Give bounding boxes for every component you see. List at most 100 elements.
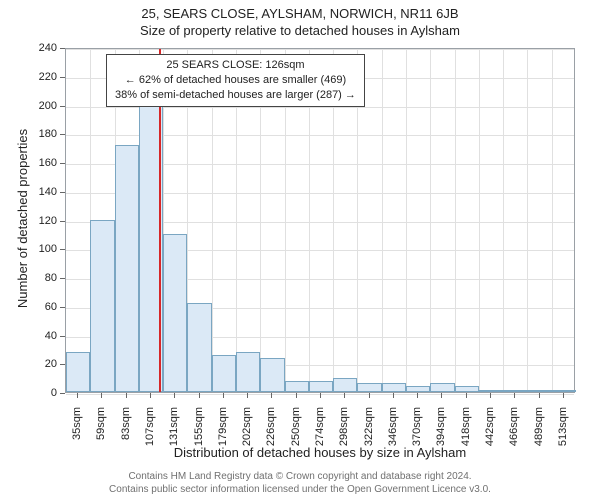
ytick-mark bbox=[60, 192, 65, 193]
annotation-line: 25 SEARS CLOSE: 126sqm bbox=[115, 58, 356, 73]
histogram-bar bbox=[430, 383, 454, 392]
xtick-label: 298sqm bbox=[338, 407, 350, 467]
ytick-mark bbox=[60, 336, 65, 337]
footer-line1: Contains HM Land Registry data © Crown c… bbox=[0, 471, 600, 484]
histogram-bar bbox=[455, 386, 479, 392]
xtick-mark bbox=[320, 393, 321, 398]
gridline-vertical bbox=[503, 49, 504, 392]
ytick-mark bbox=[60, 48, 65, 49]
xtick-label: 107sqm bbox=[144, 407, 156, 467]
ytick-mark bbox=[60, 134, 65, 135]
xtick-label: 202sqm bbox=[241, 407, 253, 467]
xtick-mark bbox=[174, 393, 175, 398]
ytick-label: 200 bbox=[0, 100, 57, 112]
title-line2: Size of property relative to detached ho… bbox=[0, 21, 600, 42]
histogram-bar bbox=[212, 355, 236, 392]
xtick-label: 179sqm bbox=[217, 407, 229, 467]
xtick-mark bbox=[369, 393, 370, 398]
ytick-mark bbox=[60, 77, 65, 78]
xtick-label: 346sqm bbox=[387, 407, 399, 467]
gridline-vertical bbox=[382, 49, 383, 392]
ytick-label: 80 bbox=[0, 272, 57, 284]
xtick-mark bbox=[296, 393, 297, 398]
ytick-label: 180 bbox=[0, 128, 57, 140]
annotation-box: 25 SEARS CLOSE: 126sqm← 62% of detached … bbox=[106, 54, 365, 107]
xtick-label: 370sqm bbox=[411, 407, 423, 467]
histogram-bar bbox=[503, 390, 527, 392]
title-line1: 25, SEARS CLOSE, AYLSHAM, NORWICH, NR11 … bbox=[0, 0, 600, 21]
ytick-mark bbox=[60, 307, 65, 308]
gridline-vertical bbox=[455, 49, 456, 392]
annotation-line: 38% of semi-detached houses are larger (… bbox=[115, 88, 356, 103]
gridline-vertical bbox=[552, 49, 553, 392]
ytick-mark bbox=[60, 364, 65, 365]
footer-line2: Contains public sector information licen… bbox=[0, 484, 600, 497]
xtick-label: 513sqm bbox=[557, 407, 569, 467]
xtick-mark bbox=[417, 393, 418, 398]
ytick-label: 0 bbox=[0, 387, 57, 399]
ytick-mark bbox=[60, 163, 65, 164]
ytick-label: 40 bbox=[0, 330, 57, 342]
ytick-label: 20 bbox=[0, 358, 57, 370]
gridline-horizontal bbox=[66, 49, 574, 50]
xtick-mark bbox=[441, 393, 442, 398]
ytick-mark bbox=[60, 278, 65, 279]
gridline-vertical bbox=[479, 49, 480, 392]
histogram-bar bbox=[357, 383, 381, 392]
ytick-label: 100 bbox=[0, 243, 57, 255]
xtick-label: 131sqm bbox=[168, 407, 180, 467]
histogram-bar bbox=[382, 383, 406, 392]
ytick-label: 140 bbox=[0, 186, 57, 198]
xtick-mark bbox=[466, 393, 467, 398]
xtick-mark bbox=[150, 393, 151, 398]
annotation-line: ← 62% of detached houses are smaller (46… bbox=[115, 73, 356, 88]
xtick-label: 466sqm bbox=[508, 407, 520, 467]
chart-figure: 25, SEARS CLOSE, AYLSHAM, NORWICH, NR11 … bbox=[0, 0, 600, 500]
xtick-mark bbox=[223, 393, 224, 398]
ytick-label: 160 bbox=[0, 157, 57, 169]
xtick-mark bbox=[393, 393, 394, 398]
histogram-bar bbox=[333, 378, 357, 392]
xtick-label: 418sqm bbox=[460, 407, 472, 467]
xtick-label: 322sqm bbox=[363, 407, 375, 467]
xtick-label: 226sqm bbox=[265, 407, 277, 467]
ytick-mark bbox=[60, 393, 65, 394]
histogram-bar bbox=[527, 390, 551, 392]
xtick-label: 250sqm bbox=[290, 407, 302, 467]
ytick-label: 60 bbox=[0, 301, 57, 313]
gridline-vertical bbox=[430, 49, 431, 392]
ytick-label: 240 bbox=[0, 42, 57, 54]
xtick-mark bbox=[199, 393, 200, 398]
xtick-mark bbox=[247, 393, 248, 398]
histogram-bar bbox=[552, 390, 576, 392]
histogram-bar bbox=[479, 390, 503, 392]
ytick-mark bbox=[60, 221, 65, 222]
histogram-bar bbox=[187, 303, 211, 392]
xtick-mark bbox=[563, 393, 564, 398]
histogram-bar bbox=[260, 358, 284, 393]
histogram-bar bbox=[309, 381, 333, 393]
xtick-label: 489sqm bbox=[533, 407, 545, 467]
ytick-label: 220 bbox=[0, 71, 57, 83]
histogram-bar bbox=[115, 145, 139, 392]
ytick-mark bbox=[60, 106, 65, 107]
xtick-label: 59sqm bbox=[95, 407, 107, 467]
ytick-label: 120 bbox=[0, 215, 57, 227]
histogram-bar bbox=[66, 352, 90, 392]
histogram-bar bbox=[236, 352, 260, 392]
xtick-mark bbox=[126, 393, 127, 398]
xtick-label: 83sqm bbox=[120, 407, 132, 467]
histogram-bar bbox=[163, 234, 187, 392]
xtick-mark bbox=[344, 393, 345, 398]
xtick-label: 155sqm bbox=[193, 407, 205, 467]
xtick-label: 274sqm bbox=[314, 407, 326, 467]
footer-attribution: Contains HM Land Registry data © Crown c… bbox=[0, 471, 600, 496]
gridline-vertical bbox=[406, 49, 407, 392]
gridline-vertical bbox=[527, 49, 528, 392]
histogram-bar bbox=[406, 386, 430, 392]
xtick-label: 35sqm bbox=[71, 407, 83, 467]
histogram-bar bbox=[285, 381, 309, 393]
xtick-mark bbox=[514, 393, 515, 398]
xtick-mark bbox=[77, 393, 78, 398]
xtick-mark bbox=[539, 393, 540, 398]
